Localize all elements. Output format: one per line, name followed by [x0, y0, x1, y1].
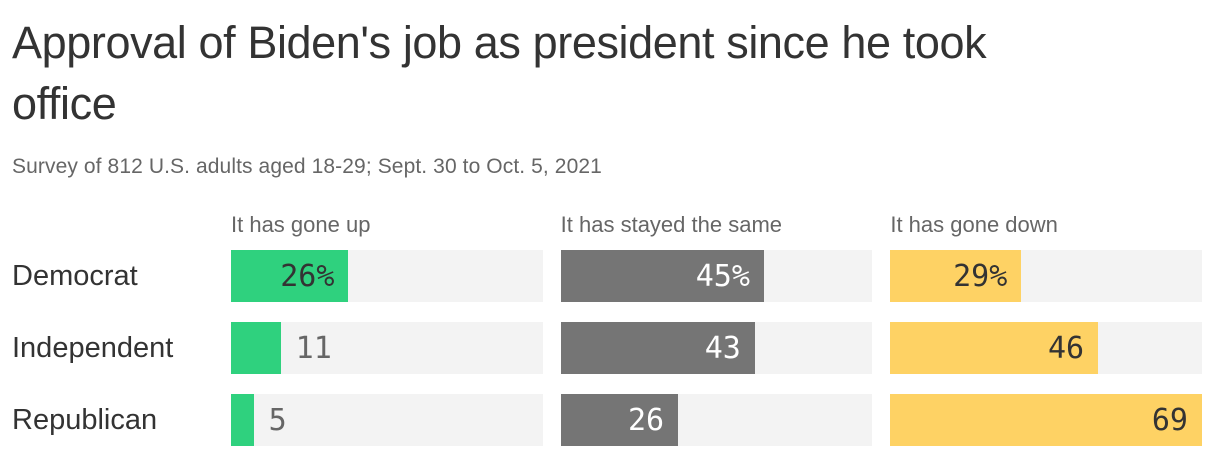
bar-fill	[890, 250, 1022, 302]
bar-track: 26	[560, 394, 873, 446]
column-header-gone-down: It has gone down	[890, 212, 1058, 237]
row-label-republican: Republican	[12, 403, 158, 436]
page-title-line-1: Approval of Biden's job as president sin…	[12, 17, 987, 68]
column-header-gone-up: It has gone up	[231, 212, 371, 237]
page-title: Approval of Biden's job as president sin…	[12, 12, 1202, 134]
bar-fill	[231, 250, 349, 302]
bar-value-label: 5	[268, 403, 287, 438]
bar-fill	[560, 322, 755, 374]
chart-subtitle: Survey of 812 U.S. adults aged 18-29; Se…	[12, 155, 602, 178]
bar-fill	[231, 394, 254, 446]
bar-value-label: 29%	[953, 259, 1008, 294]
bar-track: 43	[560, 322, 873, 374]
bar-track: 69	[890, 394, 1202, 446]
bar-track: 29%	[890, 250, 1202, 302]
bar-fill	[890, 394, 1202, 446]
row-label-independent: Independent	[12, 331, 174, 364]
table-row: Democrat 26% 45% 29%	[12, 250, 1202, 302]
bar-value-label: 46	[1047, 331, 1085, 366]
page: Approval of Biden's job as president sin…	[12, 12, 1202, 446]
bar-value-label: 69	[1151, 403, 1188, 438]
table-row: Republican 5 26 69	[12, 394, 1202, 446]
bar-track: 5	[231, 394, 543, 446]
bar-value-label: 26%	[280, 259, 335, 294]
header-spacer	[12, 212, 213, 238]
column-headers: It has gone up It has stayed the same It…	[12, 212, 1202, 238]
bar-track: 11	[231, 322, 543, 374]
bar-fill	[231, 322, 281, 374]
bar-value-label: 26	[627, 403, 665, 438]
bar-value-label: 43	[704, 331, 741, 366]
bar-fill	[890, 322, 1099, 374]
table-row: Independent 11 43 46	[12, 322, 1202, 374]
page-title-line-2: office	[12, 78, 117, 129]
bar-track: 45%	[560, 250, 873, 302]
chart-rows: Democrat 26% 45% 29% Independent 11 43 46 Republ…	[12, 250, 1202, 446]
bar-chart: It has gone up It has stayed the same It…	[12, 212, 1202, 446]
bar-fill	[560, 394, 679, 446]
column-header-stayed-same: It has stayed the same	[560, 212, 782, 237]
bar-track: 26%	[231, 250, 543, 302]
bar-fill	[560, 250, 764, 302]
bar-track: 46	[890, 322, 1202, 374]
row-label-democrat: Democrat	[12, 259, 138, 292]
bar-value-label: 11	[295, 331, 332, 366]
bar-value-label: 45%	[695, 259, 750, 294]
